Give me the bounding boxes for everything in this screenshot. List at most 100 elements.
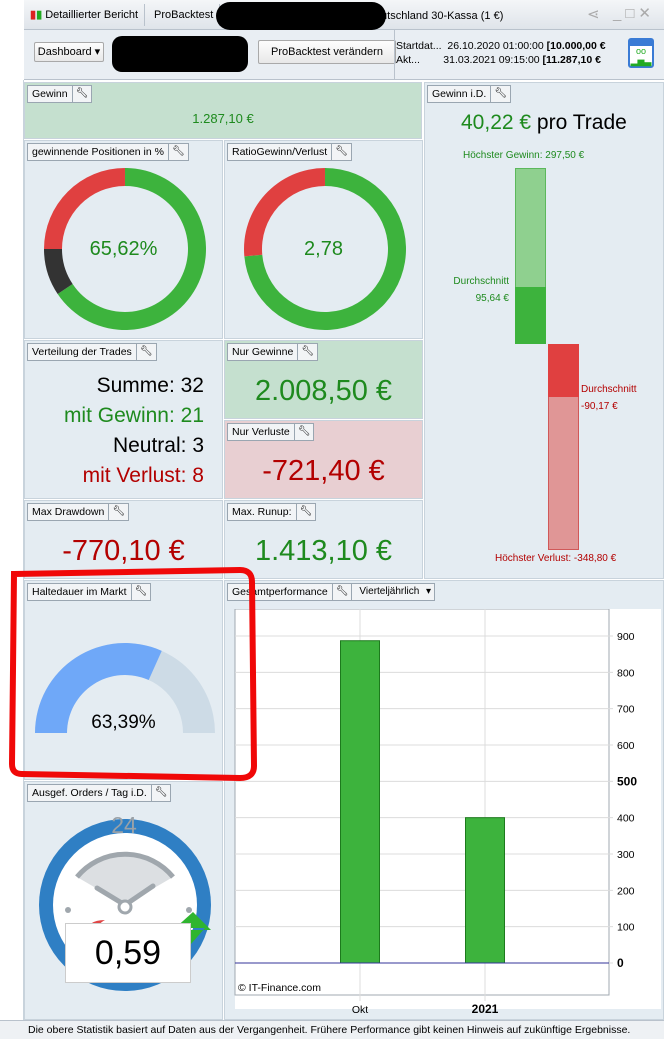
panel-total-performance: Gesamtperformance 🔧︎ Vierteljährlich ▾ 0 10… [224,580,664,1020]
wrench-icon[interactable]: 🔧︎ [167,144,188,160]
ratio-value: 2,78 [304,238,343,260]
period-label: Vierteljährlich [359,586,420,597]
time-in-market-gauge [35,643,215,733]
wrench-icon[interactable]: 🔧︎ [130,584,151,600]
wrench-icon[interactable]: 🔧︎ [490,86,510,102]
start-value: [10.000,00 € [546,40,606,52]
neutral-trades: Neutral: 3 [112,434,204,457]
y-tick-label: 600 [617,740,635,752]
report-settings-icon[interactable]: oo ▂▅▃ [628,38,654,68]
backtest-dates: Startdat... 26.10.2020 01:00:00 [10.000,… [396,39,608,67]
panel-title: Max. Runup: 🔧︎ [227,503,317,521]
panel-only-gains: Nur Gewinne 🔧︎ 2.008,50 € [224,340,423,419]
instrument-name: Deutschland 30-Kassa (1 €) [367,10,504,22]
change-backtest-button[interactable]: ProBacktest verändern [258,40,396,64]
panel-title-label: Haltedauer im Markt [32,586,127,598]
wrench-icon[interactable]: 🔧︎ [135,344,156,360]
panel-orders-per-day: Ausgef. Orders / Tag i.D. 🔧︎ 24 0,59 [24,781,223,1020]
only-gains-value: 2.008,50 € [254,375,393,407]
panel-only-losses: Nur Verluste 🔧︎ -721,40 € [224,420,423,499]
panel-title: Verteilung der Trades 🔧︎ [27,343,157,361]
max-loss-label: Höchster Verlust: -348,80 € [495,553,617,564]
bar-2021 [465,817,505,964]
avg-loss-label: Durchschnitt [581,384,637,395]
avg-gain-bar [515,287,546,344]
panel-title: Gesamtperformance 🔧︎ Vierteljährlich ▾ [227,583,436,601]
panel-title-label: Nur Verluste [232,426,290,438]
redacted-area [112,36,248,72]
start-label: Startdat... [396,40,442,52]
performance-bar-chart: 0 100 200 300 400 500 600 700 800 900 Okt 2021 © IT-… [234,609,661,1016]
plot-frame [234,609,610,996]
panel-gewinn: Gewinn 🔧︎ 1.287,10 € [24,82,422,139]
panel-title: Max Drawdown 🔧︎ [27,503,130,521]
disclaimer-footer: Die obere Statistik basiert auf Daten au… [0,1020,664,1039]
win-donut-chart [44,168,206,330]
wrench-icon[interactable]: 🔧︎ [331,584,352,600]
panel-title-label: Gewinn i.D. [432,88,487,100]
panel-title: Gewinn i.D. 🔧︎ [427,85,511,103]
avg-gain-label: Durchschnitt [453,276,509,287]
panel-title-label: gewinnende Positionen in % [32,146,164,158]
wrench-icon[interactable]: 🔧︎ [331,144,351,160]
tab-label: Detaillierter Bericht [45,9,139,21]
panel-max-runup: Max. Runup: 🔧︎ 1.413,10 € [224,500,423,579]
max-drawdown-value: -770,10 € [62,535,185,567]
panel-gain-per-trade: Gewinn i.D. 🔧︎ 40,22 € pro Trade Höchster… [424,82,664,579]
wrench-icon[interactable]: 🔧︎ [108,504,128,520]
y-tick-label: 300 [617,849,635,861]
panel-title: RatioGewinn/Verlust 🔧︎ [227,143,352,161]
dashboard-dropdown[interactable]: Dashboard ▾ [34,42,104,62]
close-icon[interactable]: ✕ [638,5,655,22]
panel-trade-distribution: Verteilung der Trades 🔧︎ Summe: 32 mit Ge… [24,340,223,499]
neutral-segment [44,249,73,295]
win-percent-value: 65,62% [89,238,158,260]
wrench-icon[interactable]: 🔧︎ [150,785,171,801]
toolbar: Dashboard ▾ ProBacktest verändern Startd… [24,30,664,80]
dashboard-label: Dashboard [37,46,92,58]
watermark: © IT-Finance.com [238,982,321,994]
x-tick-label: Okt [352,1004,368,1016]
total-trades: Summe: 32 [96,374,204,397]
panel-max-drawdown: Max Drawdown 🔧︎ -770,10 € [24,500,223,579]
x-tick-label: 2021 [472,1002,499,1016]
start-date: 26.10.2020 01:00:00 [447,40,544,52]
y-tick-label: 200 [617,885,635,897]
title-bar: ▮▮ Detaillierter Bericht ProBacktest Deu… [24,0,664,30]
y-tick-label: 400 [617,813,635,825]
wrench-icon[interactable]: 🔧︎ [71,86,92,102]
y-tick-label: 800 [617,667,635,679]
end-label: Akt... [396,54,420,66]
avg-loss-value: -90,17 € [581,401,618,412]
maximize-icon[interactable]: □ [625,5,639,22]
panel-title: Nur Verluste 🔧︎ [227,423,315,441]
panel-title-label: Gesamtperformance [232,586,328,598]
bar-Okt [340,640,380,964]
avg-loss-bar [548,344,579,398]
end-date: 31.03.2021 09:15:00 [443,54,540,66]
wrench-icon[interactable]: 🔧︎ [295,504,316,520]
panel-title-label: Gewinn [32,88,68,100]
panel-title-label: Verteilung der Trades [32,346,132,358]
plot-background [235,609,661,1009]
clock-label: 24 [111,812,137,838]
minimize-icon[interactable]: _ [613,5,626,22]
wrench-icon[interactable]: 🔧︎ [293,424,314,440]
max-runup-value: 1.413,10 € [254,535,393,567]
period-dropdown[interactable]: Vierteljährlich ▾ [351,584,434,600]
gewinn-value: 1.287,10 € [192,111,254,126]
tab-probacktest[interactable]: ProBacktest [148,4,221,26]
panel-title-label: Max. Runup: [232,506,292,518]
panel-time-in-market: Haltedauer im Markt 🔧︎ 63,39% [24,580,223,780]
panel-title-label: Nur Gewinne [232,346,294,358]
panel-title-label: RatioGewinn/Verlust [232,146,328,158]
tab-detailed-report[interactable]: ▮▮ Detaillierter Bericht [24,4,146,26]
panel-title-label: Max Drawdown [32,506,105,518]
gain-per-trade-suffix: pro Trade [536,111,627,134]
y-tick-label: 100 [617,922,635,934]
y-tick-label: 700 [617,704,635,716]
panel-title: Nur Gewinne 🔧︎ [227,343,318,361]
wrench-icon[interactable]: 🔧︎ [297,344,317,360]
redacted-area [216,2,386,30]
share-icon[interactable]: ⋖ [587,6,600,23]
